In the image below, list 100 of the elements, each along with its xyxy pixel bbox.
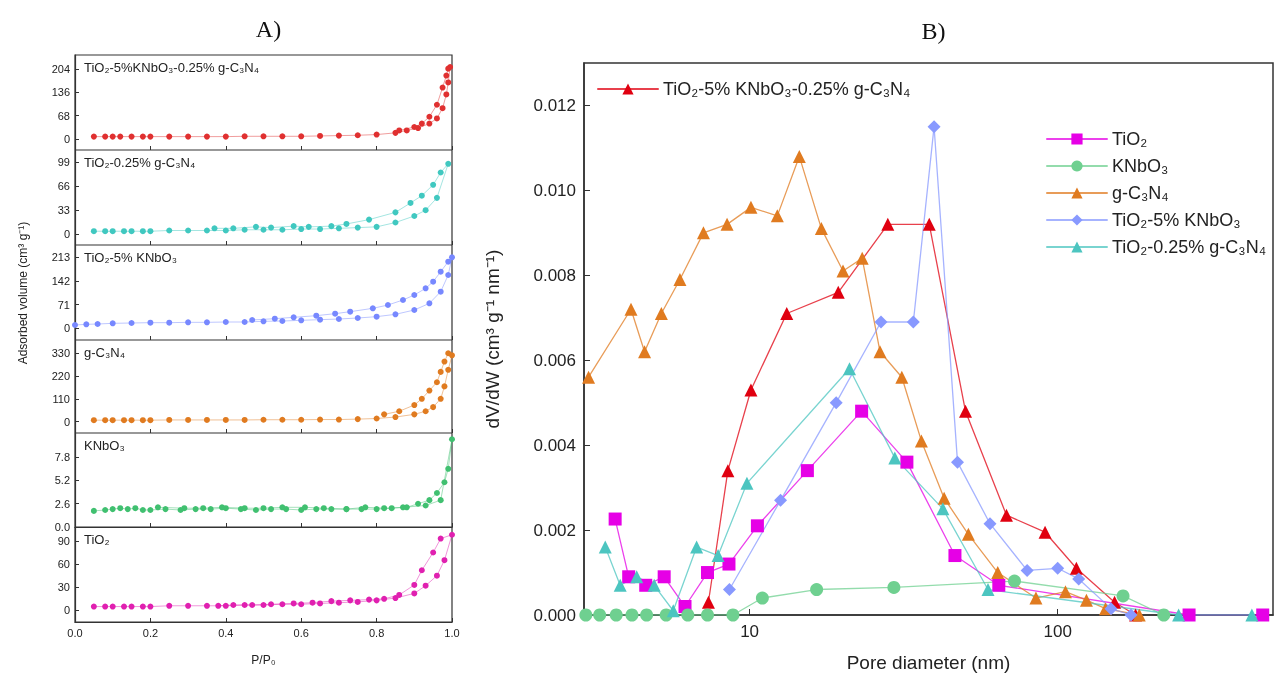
point bbox=[439, 105, 446, 112]
point bbox=[443, 72, 450, 79]
y-tick-label: 7.8 bbox=[54, 451, 70, 464]
point bbox=[102, 603, 109, 610]
point bbox=[373, 131, 380, 138]
point bbox=[381, 411, 388, 418]
point bbox=[203, 133, 210, 140]
point bbox=[437, 368, 444, 375]
point bbox=[260, 602, 267, 609]
point bbox=[298, 317, 305, 324]
point bbox=[354, 416, 361, 423]
point bbox=[418, 192, 425, 199]
y-tick-label: 68 bbox=[57, 109, 70, 122]
point bbox=[441, 358, 448, 365]
point bbox=[222, 416, 229, 423]
point bbox=[422, 285, 429, 292]
point bbox=[328, 223, 335, 230]
point bbox=[362, 504, 369, 511]
point bbox=[426, 497, 433, 504]
point bbox=[90, 417, 97, 424]
point bbox=[415, 500, 422, 507]
point bbox=[400, 504, 406, 511]
point bbox=[335, 416, 342, 423]
point bbox=[139, 228, 146, 235]
y-tick-label: 204 bbox=[51, 63, 70, 76]
x-axis-title: P/P₀ bbox=[251, 653, 276, 667]
point bbox=[317, 226, 324, 233]
point bbox=[102, 506, 109, 513]
point bbox=[154, 504, 161, 511]
point bbox=[139, 133, 146, 140]
point bbox=[445, 79, 452, 86]
y-tick-label: 2.6 bbox=[54, 497, 70, 510]
point bbox=[249, 317, 256, 323]
y-tick-label: 0.000 bbox=[533, 605, 576, 625]
point bbox=[373, 313, 380, 320]
point bbox=[279, 133, 286, 140]
point bbox=[396, 127, 403, 134]
point bbox=[411, 292, 418, 298]
point bbox=[230, 225, 237, 232]
point bbox=[298, 226, 305, 233]
point bbox=[298, 416, 305, 423]
y-tick-label: 66 bbox=[57, 180, 70, 193]
point bbox=[268, 601, 275, 608]
point bbox=[185, 602, 192, 609]
point bbox=[392, 209, 399, 216]
point bbox=[400, 297, 406, 303]
legend-label: TiO₂-0.25% g-C₃N₄ bbox=[1111, 237, 1266, 257]
point bbox=[445, 160, 452, 167]
point bbox=[430, 549, 437, 556]
point bbox=[433, 572, 440, 579]
point bbox=[290, 223, 297, 230]
point bbox=[121, 603, 128, 610]
point bbox=[241, 602, 248, 609]
point bbox=[430, 404, 437, 411]
text: TiO₂-0.25% g-C₃N₄ bbox=[84, 155, 196, 170]
y-tick-label: 0.0 bbox=[54, 521, 70, 533]
point bbox=[109, 417, 116, 424]
point bbox=[354, 224, 361, 231]
point bbox=[290, 600, 297, 607]
point bbox=[181, 505, 188, 512]
chart-title: B) bbox=[921, 18, 946, 44]
point bbox=[109, 228, 116, 235]
y-tick-label: 0 bbox=[63, 133, 70, 146]
point bbox=[411, 212, 418, 219]
point bbox=[433, 194, 440, 201]
y-tick-label: 60 bbox=[57, 558, 70, 571]
point bbox=[241, 226, 248, 233]
point bbox=[72, 322, 78, 328]
point bbox=[271, 315, 278, 322]
point bbox=[313, 506, 320, 513]
point bbox=[90, 507, 97, 514]
point bbox=[139, 603, 146, 610]
point bbox=[147, 603, 154, 610]
x-tick-label: 0.4 bbox=[218, 626, 234, 639]
point bbox=[139, 417, 146, 424]
point bbox=[433, 379, 440, 386]
point bbox=[433, 115, 440, 122]
point bbox=[445, 350, 452, 357]
legend-label: TiO₂-5% KNbO₃ bbox=[1111, 210, 1241, 230]
point bbox=[222, 227, 229, 234]
point bbox=[354, 315, 361, 321]
point bbox=[241, 416, 248, 423]
point bbox=[147, 228, 154, 235]
point bbox=[384, 302, 391, 308]
point bbox=[422, 408, 429, 415]
point bbox=[279, 226, 286, 233]
point bbox=[426, 120, 433, 127]
point bbox=[128, 417, 135, 424]
y-tick-label: 330 bbox=[51, 347, 70, 360]
point bbox=[185, 133, 192, 140]
x-tick-label: 10 bbox=[740, 622, 760, 641]
point bbox=[109, 133, 116, 140]
point bbox=[418, 395, 425, 402]
point bbox=[200, 505, 207, 512]
y-tick-label: 136 bbox=[51, 86, 70, 99]
point bbox=[433, 489, 440, 496]
point bbox=[392, 311, 399, 318]
y-tick-label: 90 bbox=[57, 534, 70, 547]
point bbox=[121, 417, 128, 424]
point bbox=[117, 133, 124, 140]
